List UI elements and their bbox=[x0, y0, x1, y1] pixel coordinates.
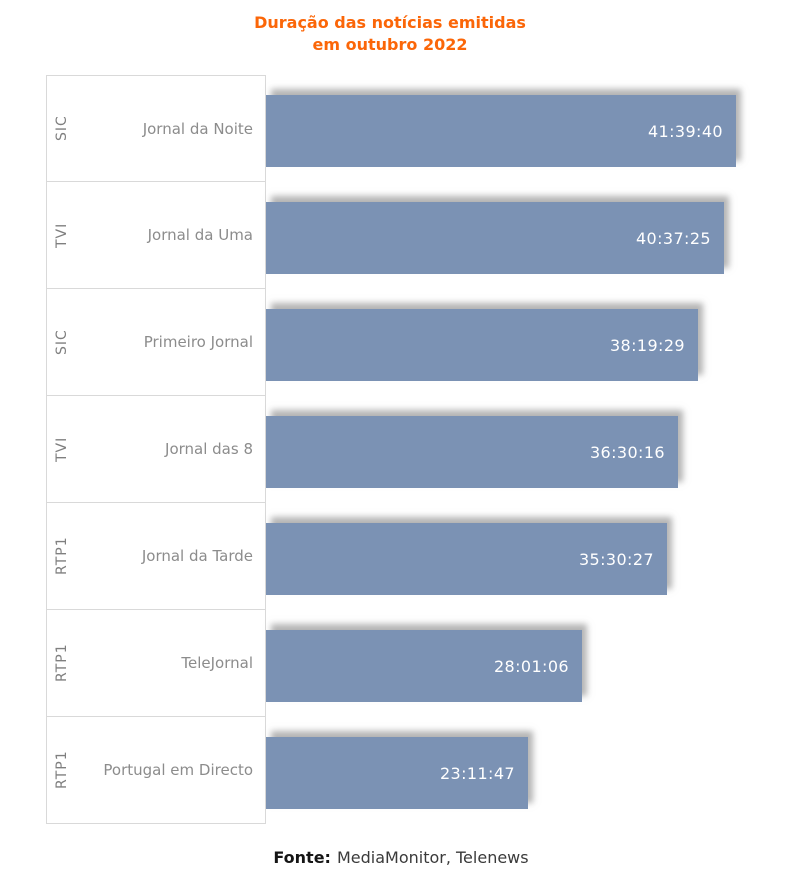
chart-row: TVI Jornal das 8 36:30:16 bbox=[0, 396, 802, 503]
category-label-box: RTP1 Portugal em Directo bbox=[46, 717, 266, 824]
category-label-box: TVI Jornal das 8 bbox=[46, 396, 266, 503]
bar: 35:30:27 bbox=[266, 523, 667, 595]
bar-value-label: 36:30:16 bbox=[589, 442, 665, 462]
bar: 40:37:25 bbox=[266, 202, 724, 274]
program-label: TeleJornal bbox=[181, 654, 253, 672]
bar-value-label: 38:19:29 bbox=[609, 335, 685, 355]
program-label: Jornal da Tarde bbox=[141, 547, 253, 565]
channel-label: RTP1 bbox=[54, 643, 70, 683]
bar-value-label: 35:30:27 bbox=[578, 549, 654, 569]
bar-value-label: 23:11:47 bbox=[439, 763, 515, 783]
source-label: Fonte: bbox=[273, 848, 331, 867]
chart-row: SIC Jornal da Noite 41:39:40 bbox=[0, 75, 802, 182]
source-note: Fonte: MediaMonitor, Telenews bbox=[0, 848, 802, 867]
chart-title-line1: Duração das notícias emitidas bbox=[254, 13, 526, 32]
category-label-box: SIC Primeiro Jornal bbox=[46, 289, 266, 396]
channel-label: RTP1 bbox=[54, 536, 70, 576]
channel-label: TVI bbox=[54, 436, 70, 462]
bar: 36:30:16 bbox=[266, 416, 678, 488]
channel-label: RTP1 bbox=[54, 750, 70, 790]
bar: 28:01:06 bbox=[266, 630, 582, 702]
category-label-box: RTP1 Jornal da Tarde bbox=[46, 503, 266, 610]
program-label: Jornal da Noite bbox=[142, 119, 253, 138]
program-label: Jornal da Uma bbox=[147, 226, 253, 244]
category-label-box: SIC Jornal da Noite bbox=[46, 75, 266, 182]
category-label-box: RTP1 TeleJornal bbox=[46, 610, 266, 717]
chart-row: SIC Primeiro Jornal 38:19:29 bbox=[0, 289, 802, 396]
category-label-box: TVI Jornal da Uma bbox=[46, 182, 266, 289]
channel-label: SIC bbox=[54, 329, 70, 355]
source-text: MediaMonitor, Telenews bbox=[336, 848, 529, 867]
plot-area: SIC Jornal da Noite 41:39:40 TVI Jornal … bbox=[0, 75, 802, 824]
bar-value-label: 41:39:40 bbox=[647, 121, 723, 141]
bar: 38:19:29 bbox=[266, 309, 698, 381]
chart-title-line2: em outubro 2022 bbox=[312, 35, 468, 54]
chart-row: RTP1 Portugal em Directo 23:11:47 bbox=[0, 717, 802, 824]
bar: 41:39:40 bbox=[266, 95, 736, 167]
bar: 23:11:47 bbox=[266, 737, 528, 809]
program-label: Jornal das 8 bbox=[165, 440, 253, 458]
channel-label: SIC bbox=[54, 115, 70, 142]
program-label: Primeiro Jornal bbox=[143, 333, 253, 351]
chart-title: Duração das notícias emitidas em outubro… bbox=[0, 12, 780, 56]
program-label: Portugal em Directo bbox=[103, 761, 253, 779]
channel-label: TVI bbox=[54, 222, 70, 248]
chart-row: RTP1 Jornal da Tarde 35:30:27 bbox=[0, 503, 802, 610]
bar-value-label: 40:37:25 bbox=[635, 228, 711, 248]
chart-row: TVI Jornal da Uma 40:37:25 bbox=[0, 182, 802, 289]
chart-row: RTP1 TeleJornal 28:01:06 bbox=[0, 610, 802, 717]
bar-value-label: 28:01:06 bbox=[493, 656, 569, 676]
